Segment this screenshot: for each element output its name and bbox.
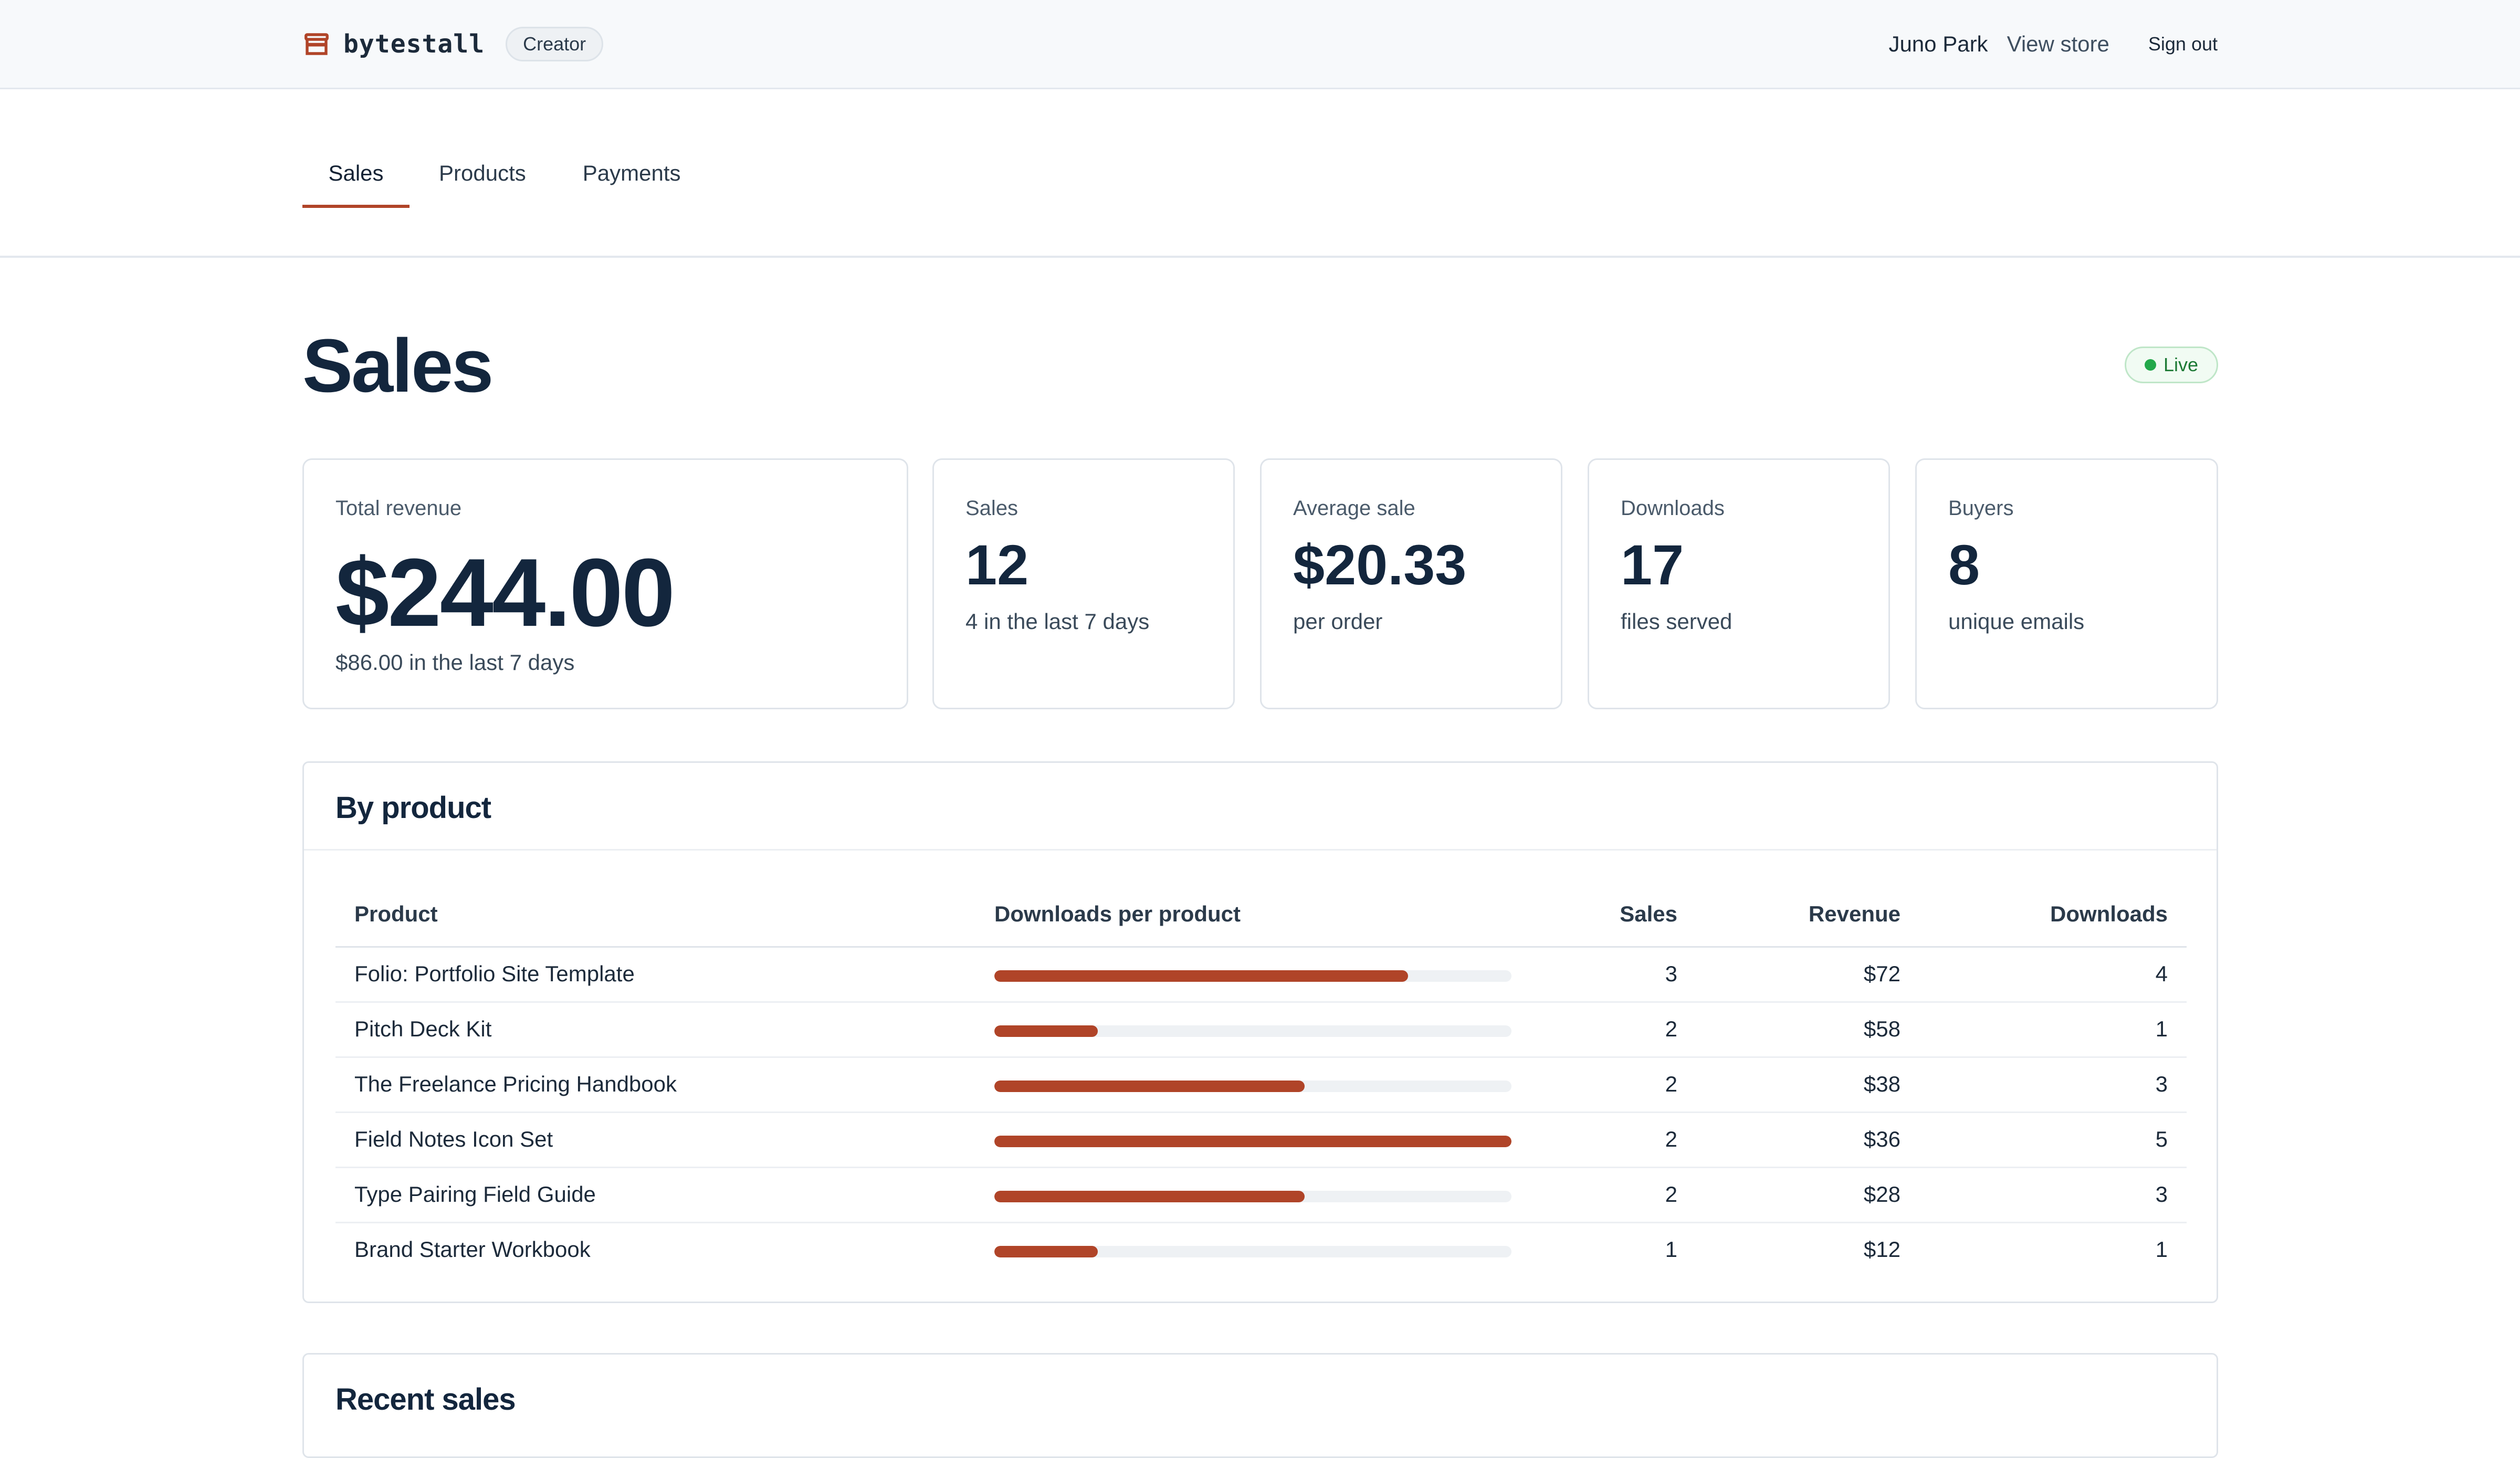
tab-sales[interactable]: Sales xyxy=(302,152,410,208)
table-row[interactable]: Field Notes Icon Set 2 $36 5 xyxy=(335,1113,2187,1168)
downloads-bar-track xyxy=(994,1246,1511,1257)
panel-title: Recent sales xyxy=(335,1382,516,1417)
column-header-downloads: Downloads xyxy=(2050,901,2168,926)
top-bar: bytestall Creator Juno Park View store S… xyxy=(0,0,2520,89)
downloads-bar-track xyxy=(994,1136,1511,1147)
stat-card-sales: Sales 12 4 in the last 7 days xyxy=(932,458,1235,709)
stat-label: Total revenue xyxy=(335,497,462,520)
stat-value: 17 xyxy=(1621,533,1684,596)
recent-sales-panel: Recent sales xyxy=(302,1353,2218,1458)
sales-count: 2 xyxy=(1665,1016,1677,1041)
section-tabs: Sales Products Payments xyxy=(302,152,681,208)
status-badge: Live xyxy=(2125,347,2218,383)
page-title: Sales xyxy=(302,323,494,408)
product-name: Folio: Portfolio Site Template xyxy=(354,961,635,986)
downloads-bar-fill xyxy=(994,1191,1305,1202)
downloads-bar-fill xyxy=(994,1246,1098,1257)
downloads-bar-fill xyxy=(994,1136,1511,1147)
downloads-count: 1 xyxy=(2155,1237,2168,1262)
by-product-table: Product Downloads per product Sales Reve… xyxy=(335,893,2187,1278)
live-dot-icon xyxy=(2144,359,2156,371)
revenue-amount: $12 xyxy=(1863,1237,1900,1262)
downloads-bar-fill xyxy=(994,1025,1098,1037)
brand-name: bytestall xyxy=(343,29,485,59)
product-name: Field Notes Icon Set xyxy=(354,1127,553,1151)
stat-label: Average sale xyxy=(1293,497,1415,520)
column-header-product: Product xyxy=(354,901,438,926)
stat-sub: 4 in the last 7 days xyxy=(965,609,1150,634)
downloads-bar-fill xyxy=(994,970,1408,982)
downloads-count: 5 xyxy=(2155,1127,2168,1151)
table-body: Folio: Portfolio Site Template 3 $72 4 Pitch… xyxy=(335,948,2187,1278)
account-nav: Juno Park View store Sign out xyxy=(1888,25,2218,63)
downloads-count: 4 xyxy=(2155,961,2168,986)
stat-card-buyers: Buyers 8 unique emails xyxy=(1915,458,2218,709)
storefront-icon xyxy=(304,33,329,55)
by-product-panel: By product Product Downloads per product… xyxy=(302,761,2218,1303)
downloads-count: 3 xyxy=(2155,1072,2168,1096)
revenue-amount: $72 xyxy=(1863,961,1900,986)
column-header-downloads-bar: Downloads per product xyxy=(994,901,1241,926)
downloads-bar-track xyxy=(994,1191,1511,1202)
stat-card-average-sale: Average sale $20.33 per order xyxy=(1260,458,1562,709)
stat-value: 12 xyxy=(965,533,1029,596)
product-name: Type Pairing Field Guide xyxy=(354,1182,596,1207)
downloads-bar-track xyxy=(994,1081,1511,1092)
sales-count: 2 xyxy=(1665,1182,1677,1207)
downloads-bar-fill xyxy=(994,1081,1305,1092)
column-header-sales: Sales xyxy=(1620,901,1677,926)
table-row[interactable]: Pitch Deck Kit 2 $58 1 xyxy=(335,1003,2187,1058)
stat-sub: files served xyxy=(1621,609,1732,634)
stat-label: Sales xyxy=(965,497,1018,520)
stat-sub: per order xyxy=(1293,609,1383,634)
product-name: Brand Starter Workbook xyxy=(354,1237,591,1262)
revenue-amount: $36 xyxy=(1863,1127,1900,1151)
product-name: The Freelance Pricing Handbook xyxy=(354,1072,677,1096)
stat-label: Downloads xyxy=(1621,497,1725,520)
status-label: Live xyxy=(2163,354,2199,375)
table-row[interactable]: The Freelance Pricing Handbook 2 $38 3 xyxy=(335,1058,2187,1113)
sales-count: 1 xyxy=(1665,1237,1677,1262)
sales-count: 3 xyxy=(1665,961,1677,986)
tabs-divider xyxy=(0,256,2520,258)
view-store-link[interactable]: View store xyxy=(2007,32,2109,56)
tab-products[interactable]: Products xyxy=(439,161,526,185)
user-name[interactable]: Juno Park xyxy=(1888,32,1988,56)
table-row[interactable]: Brand Starter Workbook 1 $12 1 xyxy=(335,1223,2187,1278)
brand[interactable]: bytestall Creator xyxy=(302,25,604,63)
downloads-bar-track xyxy=(994,970,1511,982)
sales-count: 2 xyxy=(1665,1072,1677,1096)
table-row[interactable]: Type Pairing Field Guide 2 $28 3 xyxy=(335,1168,2187,1223)
stat-value: $244.00 xyxy=(335,538,675,646)
panel-divider xyxy=(304,849,2217,851)
column-header-revenue: Revenue xyxy=(1808,901,1900,926)
stat-value: $20.33 xyxy=(1293,533,1467,596)
table-row[interactable]: Folio: Portfolio Site Template 3 $72 4 xyxy=(335,948,2187,1003)
table-header: Product Downloads per product Sales Reve… xyxy=(335,893,2187,948)
stat-card-total-revenue: Total revenue $244.00 $86.00 in the last… xyxy=(302,458,908,709)
sales-count: 2 xyxy=(1665,1127,1677,1151)
downloads-count: 3 xyxy=(2155,1182,2168,1207)
stat-card-downloads: Downloads 17 files served xyxy=(1588,458,1890,709)
stat-sub: $86.00 in the last 7 days xyxy=(335,650,575,675)
downloads-bar-track xyxy=(994,1025,1511,1037)
stat-label: Buyers xyxy=(1948,497,2014,520)
creator-badge: Creator xyxy=(506,27,604,61)
sign-out-button[interactable]: Sign out xyxy=(2148,33,2218,55)
panel-title: By product xyxy=(335,791,491,825)
stat-value: 8 xyxy=(1948,533,1980,596)
revenue-amount: $38 xyxy=(1863,1072,1900,1096)
product-name: Pitch Deck Kit xyxy=(354,1016,492,1041)
downloads-count: 1 xyxy=(2155,1016,2168,1041)
revenue-amount: $28 xyxy=(1863,1182,1900,1207)
revenue-amount: $58 xyxy=(1863,1016,1900,1041)
stat-sub: unique emails xyxy=(1948,609,2085,634)
tab-payments[interactable]: Payments xyxy=(582,161,681,185)
